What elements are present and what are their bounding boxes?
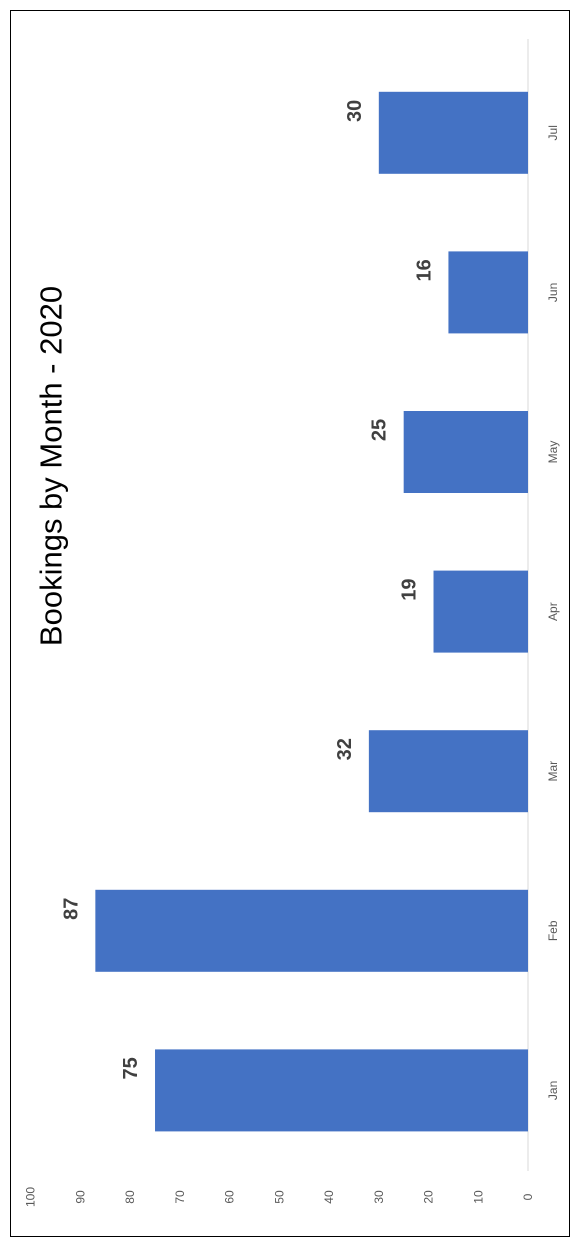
chart-frame: 0 10 20 30 40 50 60 70 80 90 100 75 87 32 19 25 16 30 Ja…: [10, 10, 570, 1237]
value-tick-label: 0: [521, 1193, 535, 1200]
bar: [448, 251, 528, 334]
category-label: Apr: [546, 602, 560, 621]
bar: [378, 91, 528, 174]
data-label: 32: [334, 738, 356, 760]
data-label: 75: [120, 1057, 142, 1079]
category-label: May: [546, 441, 560, 464]
category-label: Jun: [546, 283, 560, 302]
bar-chart: 0 10 20 30 40 50 60 70 80 90 100 75 87 32 19 25 16 30 Ja…: [24, 39, 560, 1207]
chart-title: Bookings by Month - 2020: [34, 286, 69, 646]
value-tick-label: 90: [73, 1190, 87, 1204]
category-labels: Jan Feb Mar Apr May Jun Jul: [546, 125, 560, 1100]
bar: [403, 411, 528, 493]
value-tick-label: 30: [372, 1190, 386, 1204]
value-tick-label: 40: [322, 1190, 336, 1204]
category-label: Jan: [546, 1081, 560, 1100]
category-label: Feb: [546, 920, 560, 941]
bar: [433, 570, 528, 653]
category-label: Mar: [546, 761, 560, 782]
value-tick-label: 80: [123, 1190, 137, 1204]
bar: [95, 889, 528, 972]
data-label: 30: [344, 100, 366, 122]
data-label: 16: [413, 259, 435, 281]
value-tick-label: 70: [173, 1190, 187, 1204]
data-labels: 75 87 32 19 25 16 30: [60, 100, 435, 1080]
value-tick-label: 50: [272, 1190, 286, 1204]
value-tick-label: 10: [471, 1190, 485, 1204]
data-label: 19: [399, 578, 421, 600]
value-tick-label: 20: [422, 1190, 436, 1204]
category-label: Jul: [546, 125, 560, 140]
data-label: 87: [60, 898, 82, 920]
data-label: 25: [369, 419, 391, 441]
value-tick-label: 60: [223, 1190, 237, 1204]
value-tick-label: 100: [24, 1187, 38, 1207]
bar: [155, 1049, 528, 1132]
bar: [368, 730, 528, 813]
value-axis-ticks: 0 10 20 30 40 50 60 70 80 90 100: [24, 1187, 535, 1207]
bars: [95, 91, 528, 1132]
